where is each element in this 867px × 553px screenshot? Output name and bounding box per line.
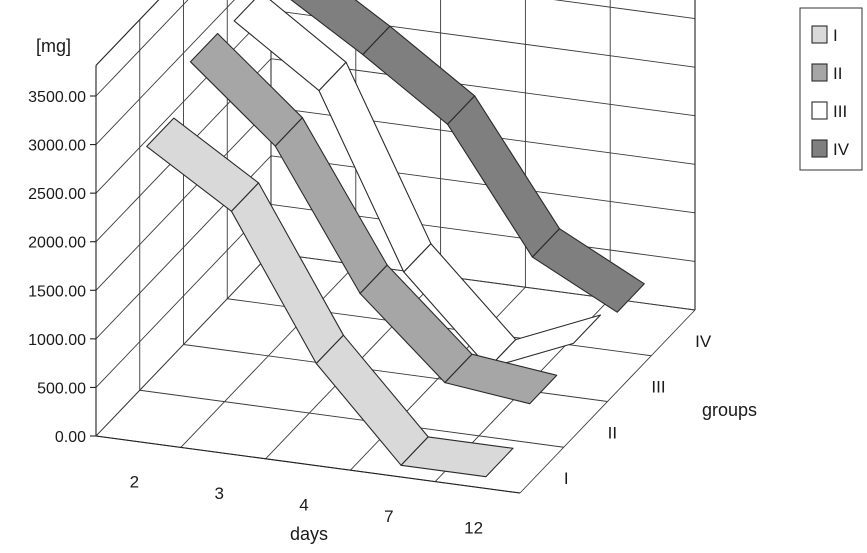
ribbon-segment-III-7-12 xyxy=(488,314,602,369)
y-tick-label: 0.00 xyxy=(55,429,86,446)
group-tick-label: I xyxy=(564,469,569,488)
floor-gridline xyxy=(139,389,564,448)
ribbon-segment-I-7-12 xyxy=(400,436,514,478)
legend-label-III: III xyxy=(833,102,847,121)
legend-frame xyxy=(799,7,863,171)
legend-label-IV: IV xyxy=(833,140,850,159)
x-tick-label: 3 xyxy=(214,484,223,503)
x-tick-label: 7 xyxy=(384,507,393,526)
ribbon-segment-I-4-7 xyxy=(315,334,429,466)
back-wall-gridline xyxy=(553,0,696,20)
ribbon-segment-IV-3-4 xyxy=(362,25,476,125)
series-ribbon-III xyxy=(233,0,602,369)
series-ribbons xyxy=(146,0,645,478)
group-tick-label: IV xyxy=(695,332,712,351)
ribbon-segment-IV-7-12 xyxy=(531,228,645,313)
x-axis-ticks: 2 3 4 7 12 xyxy=(130,473,483,538)
front-floor-edge xyxy=(95,435,521,494)
y-axis-unit-label: [mg] xyxy=(36,36,71,56)
group-axis-title: groups xyxy=(702,400,757,420)
y-tick-label: 1000.00 xyxy=(28,332,86,349)
series-ribbon-I xyxy=(146,117,514,478)
left-wall-top-edge xyxy=(95,0,160,66)
back-wall-gridline xyxy=(270,155,696,214)
x-tick-label: 12 xyxy=(464,518,483,537)
x-axis-title: days xyxy=(290,524,328,544)
legend-label-II: II xyxy=(833,64,842,83)
group-tick-label: II xyxy=(608,423,617,442)
ribbon-segment-II-7-12 xyxy=(444,353,558,405)
legend-swatch-II xyxy=(811,63,828,82)
y-tick-label: 500.00 xyxy=(37,380,86,397)
y-axis-ticks: 0.00 500.00 1000.00 1500.00 2000.00 2500.00 30… xyxy=(28,89,96,446)
y-tick-label: 2500.00 xyxy=(28,186,86,203)
ribbon-segment-IV-4-7 xyxy=(447,95,561,258)
ribbon-segment-I-2-3 xyxy=(146,117,260,212)
x-tick-label: 2 xyxy=(130,473,139,492)
legend-swatch-III xyxy=(811,101,828,120)
series-ribbon-II xyxy=(189,32,558,405)
y-tick-label: 2000.00 xyxy=(28,235,86,252)
legend-swatch-IV xyxy=(811,139,828,158)
y-tick-label: 3000.00 xyxy=(28,138,86,155)
group-tick-label: III xyxy=(651,378,665,397)
series-ribbon-IV xyxy=(290,0,645,313)
x-tick-label: 4 xyxy=(299,496,308,515)
legend-label-I: I xyxy=(833,26,838,45)
y-tick-label: 1500.00 xyxy=(28,283,86,300)
legend-swatch-I xyxy=(811,25,828,44)
y-tick-label: 3500.00 xyxy=(28,89,86,106)
